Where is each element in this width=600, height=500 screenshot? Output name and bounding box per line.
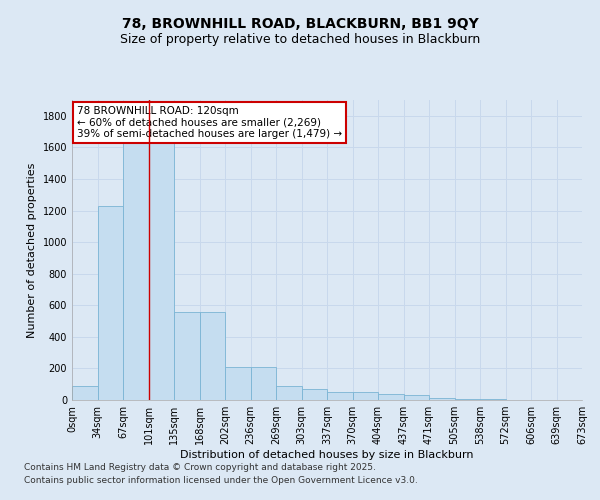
Bar <box>429 398 455 400</box>
Y-axis label: Number of detached properties: Number of detached properties <box>27 162 37 338</box>
Bar <box>276 386 302 400</box>
Bar <box>225 367 251 400</box>
Bar <box>199 312 225 400</box>
Bar <box>480 399 505 400</box>
Text: 78, BROWNHILL ROAD, BLACKBURN, BB1 9QY: 78, BROWNHILL ROAD, BLACKBURN, BB1 9QY <box>122 18 478 32</box>
Bar <box>353 392 378 400</box>
Bar <box>404 396 429 400</box>
Bar <box>149 132 174 400</box>
Text: 78 BROWNHILL ROAD: 120sqm
← 60% of detached houses are smaller (2,269)
39% of se: 78 BROWNHILL ROAD: 120sqm ← 60% of detac… <box>77 106 342 139</box>
Bar <box>455 399 480 400</box>
Bar <box>72 386 97 400</box>
Bar <box>174 312 199 400</box>
Bar <box>302 389 327 400</box>
Text: Size of property relative to detached houses in Blackburn: Size of property relative to detached ho… <box>120 32 480 46</box>
Text: Contains HM Land Registry data © Crown copyright and database right 2025.: Contains HM Land Registry data © Crown c… <box>24 464 376 472</box>
Bar <box>251 367 276 400</box>
Bar <box>97 206 123 400</box>
Bar <box>378 394 404 400</box>
Text: Contains public sector information licensed under the Open Government Licence v3: Contains public sector information licen… <box>24 476 418 485</box>
Bar <box>123 132 149 400</box>
Bar <box>327 392 353 400</box>
X-axis label: Distribution of detached houses by size in Blackburn: Distribution of detached houses by size … <box>180 450 474 460</box>
